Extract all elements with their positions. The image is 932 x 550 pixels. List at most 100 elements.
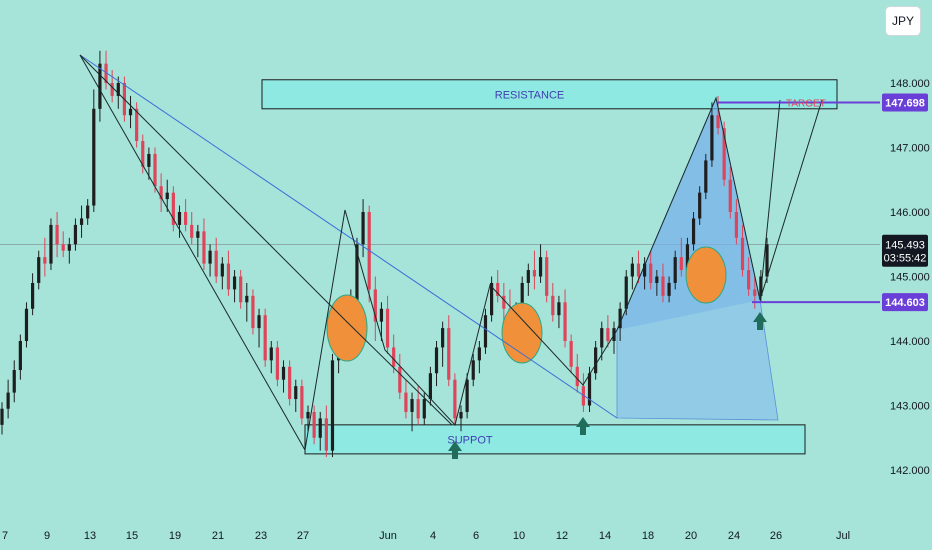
candle xyxy=(477,341,481,374)
candle-body xyxy=(226,263,231,290)
candle-body xyxy=(269,347,273,361)
x-tick-label: 4 xyxy=(430,530,436,542)
candle-body xyxy=(747,270,751,290)
candle xyxy=(24,302,29,348)
candle-body xyxy=(753,289,757,296)
candle xyxy=(704,153,708,200)
candle-body xyxy=(92,108,96,206)
candle-body xyxy=(300,386,304,419)
highlight-circles xyxy=(326,246,727,364)
candle xyxy=(294,379,298,412)
currency-badge[interactable]: JPY xyxy=(885,6,921,36)
candle-body xyxy=(526,270,530,283)
candle-body xyxy=(379,308,384,322)
candle-body xyxy=(86,205,90,219)
candle-body xyxy=(245,295,249,303)
candle-body xyxy=(563,302,567,341)
candle-body xyxy=(716,115,720,129)
candle-body xyxy=(587,373,592,406)
candle xyxy=(496,270,500,303)
candle xyxy=(43,237,47,277)
candle-body xyxy=(575,366,579,387)
candle-body xyxy=(324,418,328,451)
candle-body xyxy=(196,231,200,238)
price-axis: 142.000 143.000 144.000 145.000 146.000 147.0… xyxy=(882,78,930,477)
y-tick-label: 144.000 xyxy=(890,336,930,348)
zones: RESISTANCE SUPPOT xyxy=(261,79,838,455)
candle xyxy=(251,289,255,335)
candle xyxy=(269,341,273,374)
x-tick-label: 9 xyxy=(44,530,50,542)
candle xyxy=(722,121,726,187)
x-tick-label: 6 xyxy=(473,530,479,542)
x-tick-label: 14 xyxy=(599,530,611,542)
candle-body xyxy=(73,224,78,245)
candle-body xyxy=(135,108,139,142)
entry-arrows xyxy=(448,312,767,459)
annotation-labels: TARGET xyxy=(786,98,826,109)
candle xyxy=(110,70,114,103)
target-label: TARGET xyxy=(786,98,826,109)
candle xyxy=(73,218,78,251)
candle-body xyxy=(679,257,683,271)
up-arrow-icon xyxy=(753,312,767,330)
candle-body xyxy=(312,411,316,438)
candle-body xyxy=(208,250,212,264)
candle-body xyxy=(404,392,408,412)
candle-body xyxy=(275,347,279,380)
y-tick-label: 147.000 xyxy=(890,143,930,155)
candle xyxy=(257,308,261,348)
candle xyxy=(355,237,359,309)
candle xyxy=(434,341,439,387)
candle xyxy=(392,334,396,374)
candle xyxy=(220,257,224,290)
candle xyxy=(612,321,616,354)
candle xyxy=(502,282,506,322)
candle-body xyxy=(177,212,182,225)
candle xyxy=(0,402,4,435)
candle-body xyxy=(373,289,377,322)
candle-body xyxy=(184,212,188,225)
candle xyxy=(575,353,579,393)
candle-body xyxy=(61,244,65,251)
candle xyxy=(79,205,84,238)
candle-body xyxy=(398,366,402,393)
candle-body xyxy=(649,263,653,283)
candle-body xyxy=(31,282,35,309)
candle xyxy=(551,282,555,322)
candle-body xyxy=(128,108,133,116)
candle-body xyxy=(147,153,151,167)
candle xyxy=(135,102,139,148)
candle-body xyxy=(465,379,469,412)
candle-body xyxy=(43,257,47,264)
candle xyxy=(404,379,408,419)
candle xyxy=(753,276,757,309)
candle xyxy=(147,147,151,180)
candle-body xyxy=(636,263,641,277)
candle xyxy=(324,405,328,458)
candle-body xyxy=(190,224,194,238)
y-tick-label: 145.000 xyxy=(890,272,930,284)
candle-body xyxy=(355,244,359,303)
candle-body xyxy=(483,315,488,348)
candle xyxy=(606,315,610,348)
candle-body xyxy=(722,128,726,180)
candle xyxy=(232,270,237,303)
candle xyxy=(679,237,683,277)
candle xyxy=(740,224,745,277)
candle xyxy=(471,353,475,387)
candles[interactable] xyxy=(0,50,769,458)
candle-body xyxy=(459,411,463,419)
candle-body xyxy=(471,360,475,380)
candle xyxy=(532,250,537,290)
x-tick-label: 19 xyxy=(169,530,181,542)
candle xyxy=(128,95,133,129)
last-price-label: 145.493 xyxy=(885,240,925,252)
candle xyxy=(465,373,469,419)
candle-body xyxy=(551,295,555,316)
candle-body xyxy=(477,347,481,361)
candle xyxy=(288,360,292,406)
candle-body xyxy=(18,341,22,371)
blue-trendline xyxy=(79,54,618,419)
